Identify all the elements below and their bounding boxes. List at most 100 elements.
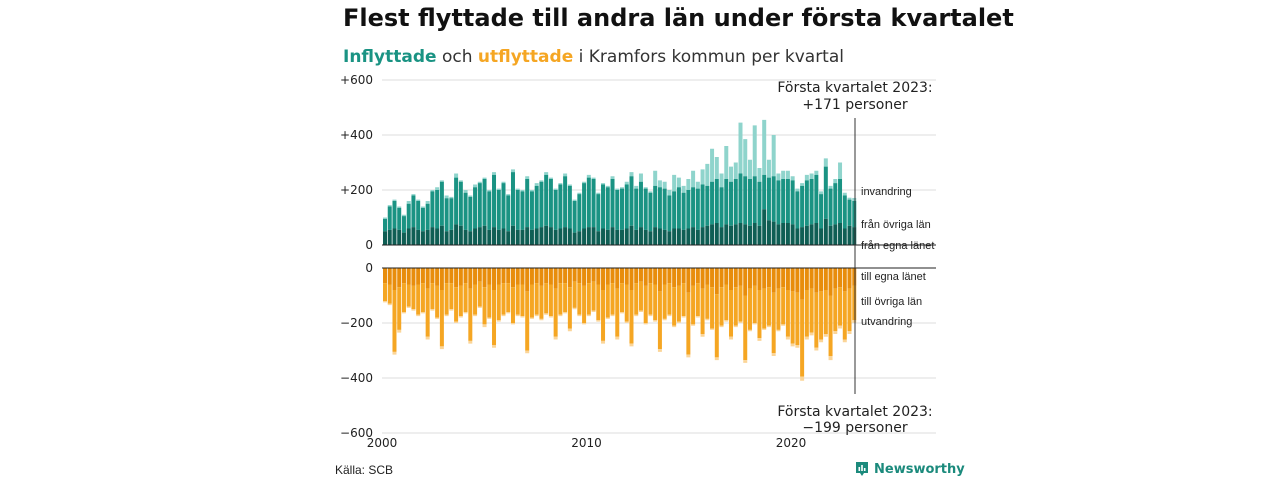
bar-utvandring — [662, 318, 667, 321]
bar-fran-egna-lanet — [833, 224, 838, 245]
bar-invandring — [449, 196, 454, 199]
bar-utvandring — [567, 328, 572, 332]
bar-till-ovriga-lan — [653, 284, 658, 321]
bar-fran-egna-lanet — [624, 228, 629, 245]
bar-till-ovriga-lan — [638, 281, 643, 311]
bar-fran-ovriga-lan — [795, 191, 800, 229]
bar-till-ovriga-lan — [406, 284, 411, 307]
bar-fran-egna-lanet — [681, 229, 686, 245]
bar-utvandring — [444, 314, 449, 317]
bar-till-ovriga-lan — [624, 284, 629, 322]
bar-fran-ovriga-lan — [705, 185, 710, 226]
bar-till-ovriga-lan — [534, 283, 539, 315]
bar-fran-ovriga-lan — [430, 191, 435, 228]
bar-till-egna-lanet — [439, 268, 444, 290]
bar-fran-egna-lanet — [406, 228, 411, 245]
bar-till-egna-lanet — [700, 268, 705, 289]
bar-till-egna-lanet — [672, 268, 677, 288]
bar-fran-egna-lanet — [785, 223, 790, 245]
bar-fran-ovriga-lan — [449, 198, 454, 230]
bar-fran-ovriga-lan — [724, 179, 729, 225]
bar-utvandring — [852, 320, 857, 323]
bar-fran-egna-lanet — [529, 229, 534, 245]
bar-fran-egna-lanet — [738, 223, 743, 245]
bar-fran-ovriga-lan — [539, 181, 544, 228]
bar-till-egna-lanet — [596, 268, 601, 285]
bar-fran-egna-lanet — [838, 223, 843, 245]
bar-invandring — [757, 168, 762, 182]
bar-till-ovriga-lan — [676, 285, 681, 322]
bar-till-ovriga-lan — [747, 288, 752, 330]
bar-utvandring — [724, 320, 729, 322]
bar-till-ovriga-lan — [719, 287, 724, 326]
bar-fran-egna-lanet — [691, 227, 696, 245]
bar-utvandring — [733, 325, 738, 328]
bar-utvandring — [823, 334, 828, 337]
bar-till-egna-lanet — [387, 268, 392, 285]
bar-fran-egna-lanet — [515, 229, 520, 245]
bar-fran-ovriga-lan — [752, 176, 757, 223]
bar-fran-egna-lanet — [700, 227, 705, 245]
bar-fran-egna-lanet — [411, 227, 416, 245]
bar-fran-egna-lanet — [510, 225, 515, 245]
bar-fran-egna-lanet — [842, 228, 847, 245]
bar-fran-egna-lanet — [795, 228, 800, 245]
bar-utvandring — [847, 331, 852, 334]
bar-till-ovriga-lan — [800, 299, 805, 377]
bar-fran-ovriga-lan — [762, 174, 767, 210]
bar-fran-ovriga-lan — [601, 184, 606, 229]
bar-utvandring — [510, 323, 515, 325]
bar-till-ovriga-lan — [809, 288, 814, 333]
bar-utvandring — [392, 351, 397, 355]
bar-till-ovriga-lan — [591, 281, 596, 311]
bar-fran-egna-lanet — [477, 227, 482, 245]
bar-invandring — [397, 206, 402, 208]
bar-fran-egna-lanet — [383, 231, 387, 245]
label-till-ovriga-lan: till övriga län — [861, 296, 922, 308]
bar-fran-ovriga-lan — [567, 185, 572, 229]
bar-utvandring — [785, 336, 790, 340]
bar-fran-egna-lanet — [567, 228, 572, 245]
bar-fran-egna-lanet — [610, 227, 615, 245]
bar-till-ovriga-lan — [847, 288, 852, 332]
bar-fran-ovriga-lan — [814, 174, 819, 223]
bar-invandring — [643, 187, 648, 189]
bar-utvandring — [449, 309, 454, 311]
bar-fran-ovriga-lan — [781, 179, 786, 223]
bar-invandring — [615, 188, 620, 190]
bar-till-ovriga-lan — [548, 284, 553, 317]
bar-invandring — [781, 170, 786, 179]
bar-till-egna-lanet — [800, 268, 805, 300]
bar-fran-ovriga-lan — [838, 179, 843, 223]
label-invandring: invandring — [861, 186, 912, 198]
bar-invandring — [695, 181, 700, 189]
bar-utvandring — [814, 347, 819, 351]
bar-till-ovriga-lan — [477, 281, 482, 307]
bar-invandring — [539, 180, 544, 182]
bar-fran-egna-lanet — [420, 231, 425, 245]
y-tick-label-top: +200 — [340, 183, 373, 197]
bar-till-egna-lanet — [567, 268, 572, 288]
bar-invandring — [582, 181, 587, 184]
bar-utvandring — [582, 323, 587, 325]
bar-utvandring — [691, 324, 696, 326]
y-tick-label-bottom: 0 — [365, 261, 373, 275]
bar-till-ovriga-lan — [620, 283, 624, 312]
bar-fran-ovriga-lan — [463, 192, 468, 230]
series-labels: invandring från övriga län från egna länet… — [861, 186, 934, 328]
bar-invandring — [823, 158, 828, 167]
bar-fran-egna-lanet — [847, 225, 852, 245]
bar-fran-egna-lanet — [776, 224, 781, 245]
bar-till-egna-lanet — [776, 268, 781, 289]
bar-invandring — [435, 187, 440, 190]
bar-fran-ovriga-lan — [515, 190, 520, 230]
bar-invandring — [496, 188, 501, 190]
bar-utvandring — [790, 343, 795, 347]
bar-fran-egna-lanet — [710, 224, 715, 245]
bar-fran-egna-lanet — [638, 227, 643, 245]
bar-invandring — [648, 191, 653, 193]
bar-invandring — [738, 122, 743, 174]
bar-till-ovriga-lan — [842, 291, 847, 340]
bar-invandring — [591, 177, 596, 179]
